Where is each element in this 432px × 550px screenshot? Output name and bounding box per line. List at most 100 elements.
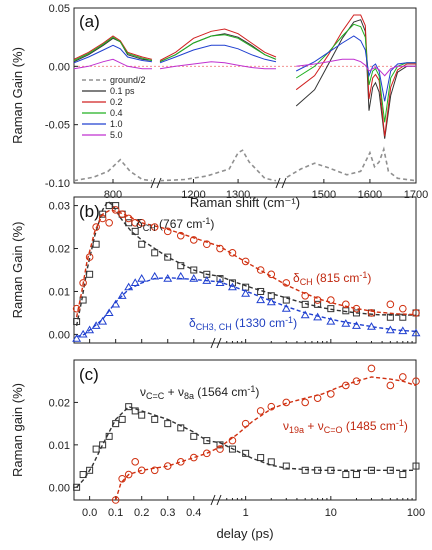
panel-b-data-point bbox=[215, 278, 225, 286]
panel-c-data-point bbox=[163, 462, 172, 470]
panel-c-data-point bbox=[367, 364, 376, 373]
panel-a-legend-entry: 0.2 bbox=[110, 97, 123, 107]
panel-b-data-point bbox=[189, 236, 198, 244]
panel-b-data-point bbox=[216, 244, 224, 253]
panel-c-data-point bbox=[190, 432, 198, 440]
panel-b-data-point bbox=[112, 202, 120, 210]
panel-b-data-point bbox=[138, 240, 146, 248]
panel-c-fit-line bbox=[115, 376, 417, 501]
panel-b-annotation: δCH3, CH (1330 cm-1) bbox=[189, 315, 297, 332]
panel-c-fit-line bbox=[76, 405, 416, 488]
panel-b-frame bbox=[73, 196, 417, 344]
panel-c-data-point bbox=[131, 407, 139, 415]
panel-c-data-point bbox=[216, 441, 224, 449]
panel-a-axis-break bbox=[150, 177, 156, 189]
panel-c-data-point bbox=[189, 453, 198, 462]
panel-a-frame bbox=[73, 7, 417, 184]
panel-b-data-point bbox=[85, 325, 95, 334]
panel-b-data-point bbox=[73, 318, 81, 326]
panel-b-data-point bbox=[227, 282, 237, 291]
panel-c-data-point bbox=[86, 466, 94, 474]
panel-c-data-point bbox=[125, 403, 133, 411]
panel-b-y-tick-label: 0.01 bbox=[49, 286, 70, 298]
panel-a-series-line bbox=[296, 58, 416, 77]
panel-c-annotation: ν19a + νC=O (1485 cm-1) bbox=[283, 418, 408, 435]
panel-c-data-point bbox=[301, 466, 309, 474]
panel-b-data-point bbox=[257, 287, 265, 295]
panel-b-data-point bbox=[241, 257, 250, 266]
panel-a-series-line bbox=[295, 35, 416, 102]
panel-a-y-tick-label: -0.05 bbox=[45, 120, 70, 132]
panel-b-data-point bbox=[241, 289, 251, 297]
panel-c-data-point bbox=[118, 474, 126, 483]
panel-b-data-point bbox=[118, 210, 126, 218]
panel-c-data-point bbox=[267, 458, 275, 466]
panel-b-data-point bbox=[104, 308, 114, 317]
panel-c-data-point bbox=[327, 390, 335, 398]
panel-c-data-point bbox=[79, 471, 87, 479]
panel-b-data-point bbox=[202, 240, 211, 249]
panel-b-data-point bbox=[99, 210, 107, 218]
panel-b-data-point bbox=[105, 202, 113, 210]
panel-c-data-point bbox=[342, 381, 350, 390]
panel-b-data-point bbox=[124, 214, 133, 223]
panel-b-data-point bbox=[177, 262, 185, 270]
panel-c-data-point bbox=[352, 471, 360, 479]
panel-a-label: (a) bbox=[79, 12, 100, 31]
panel-c-data-point bbox=[164, 420, 172, 428]
panel-b-data-point bbox=[341, 319, 351, 327]
panel-a-legend-entry: 0.4 bbox=[110, 108, 123, 118]
panel-b-label: (b) bbox=[79, 202, 100, 221]
panel-b-data-point bbox=[105, 218, 113, 227]
panel-a-legend-entry: 1.0 bbox=[110, 119, 123, 129]
panel-c-data-point bbox=[228, 436, 237, 445]
panel-c-data-point bbox=[131, 458, 139, 466]
panel-c-data-point bbox=[177, 424, 185, 432]
panel-c-data-point bbox=[412, 462, 420, 470]
panel-b-data-point bbox=[399, 304, 407, 313]
panel-a-x-tick-label: 1600 bbox=[358, 189, 382, 201]
panel-b-data-point bbox=[72, 304, 81, 313]
panel-c-data-point bbox=[242, 449, 250, 457]
panel-b-data-point bbox=[351, 321, 361, 329]
panel-a-y-tick-label: 0.05 bbox=[49, 3, 70, 15]
panel-c-data-point bbox=[386, 381, 395, 390]
panel-c-data-point bbox=[92, 445, 100, 453]
panel-c-axis-break bbox=[210, 494, 216, 506]
panel-a-legend-entry: 0.1 ps bbox=[110, 86, 135, 96]
panel-c-data-point bbox=[73, 483, 81, 491]
panel-c-data-point bbox=[137, 466, 146, 475]
panel-c-data-point bbox=[150, 466, 159, 475]
panel-c-data-point bbox=[118, 415, 126, 423]
panel-a-legend-entry: 5.0 bbox=[110, 130, 123, 140]
panel-b-data-point bbox=[256, 295, 266, 304]
panel-c-axis-break bbox=[216, 494, 222, 506]
panel-b-y-tick-label: 0.02 bbox=[49, 244, 70, 256]
panel-b-data-point bbox=[151, 249, 159, 257]
panel-a-y-tick-label: -0.10 bbox=[45, 178, 70, 190]
panel-c-data-point bbox=[99, 441, 107, 449]
panel-b-data-point bbox=[190, 266, 198, 274]
panel-a-axis-break bbox=[281, 177, 287, 189]
panel-b-data-point bbox=[300, 310, 310, 319]
panel-b-data-point bbox=[342, 300, 350, 309]
panel-b-data-point bbox=[150, 271, 160, 280]
panel-a-x-tick-label: 800 bbox=[104, 189, 122, 201]
panel-b-fit-line bbox=[75, 200, 416, 326]
panel-b-data-point bbox=[367, 309, 376, 317]
panel-c-data-point bbox=[367, 466, 375, 474]
panel-c-x-tick-label: 0.1 bbox=[108, 507, 123, 519]
panel-b-data-point bbox=[267, 270, 276, 279]
panel-b-data-point bbox=[130, 278, 140, 286]
panel-c-data-point bbox=[256, 407, 265, 415]
panel-b-data-point bbox=[266, 297, 276, 306]
panel-b-data-point bbox=[411, 328, 421, 337]
panel-b-data-point bbox=[189, 273, 199, 282]
panel-c-y-tick-label: 0.01 bbox=[49, 440, 70, 452]
panel-c-x-tick-label: 0.2 bbox=[134, 507, 149, 519]
panel-b-data-point bbox=[386, 300, 395, 309]
panel-c-x-tick-label: 10 bbox=[325, 507, 337, 519]
panel-a-y-tick-label: 0.00 bbox=[49, 61, 70, 73]
panel-a-x-axis-label: Raman shift (cm⁻¹) bbox=[190, 195, 300, 210]
